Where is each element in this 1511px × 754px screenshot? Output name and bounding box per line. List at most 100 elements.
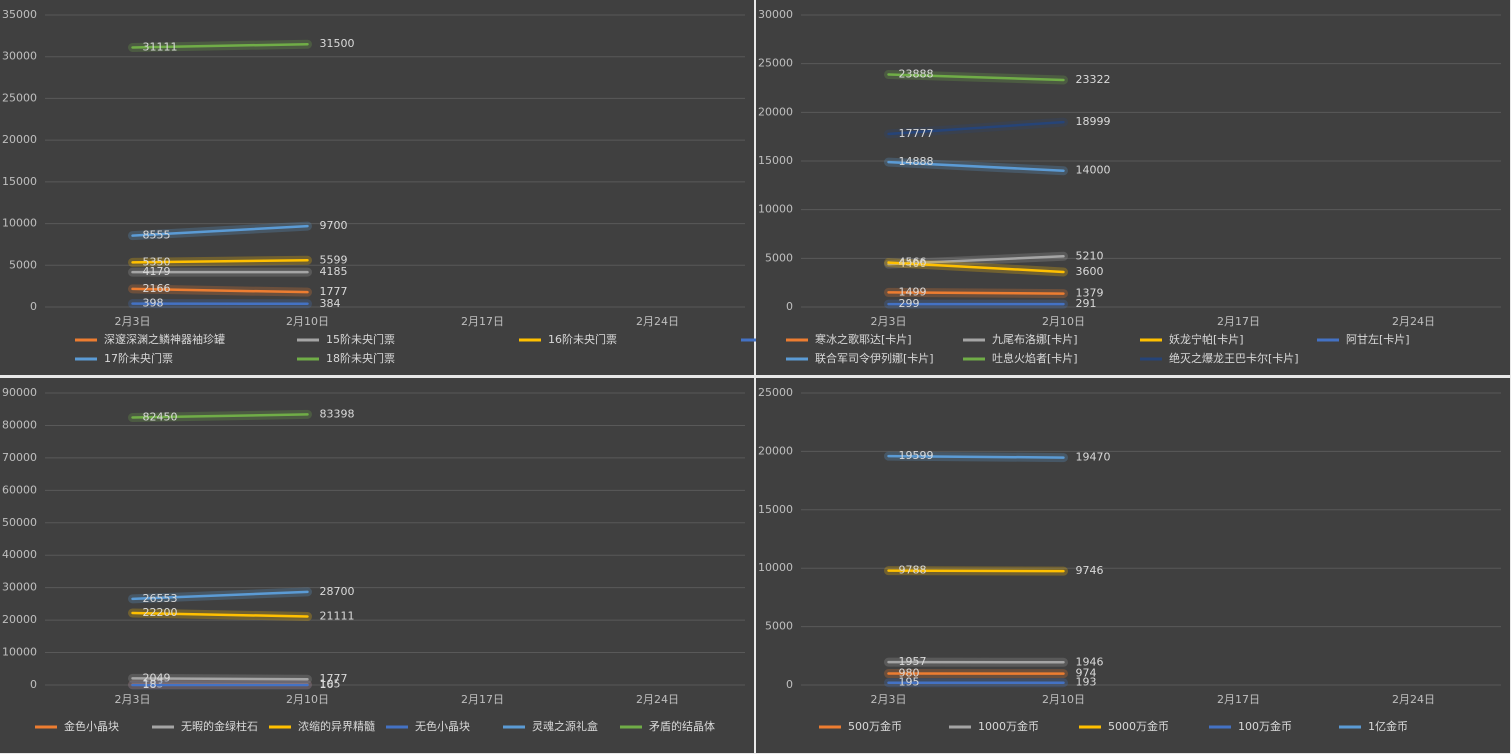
y-tick-label: 20000 — [758, 444, 793, 457]
data-label: 1946 — [1076, 655, 1104, 668]
series-line — [887, 255, 1065, 266]
legend-label: 联合军司令伊列娜[卡片] — [815, 351, 934, 365]
series-line — [887, 454, 1065, 459]
data-label: 22200 — [143, 606, 178, 619]
series-line — [131, 287, 309, 294]
series-line — [887, 73, 1065, 82]
legend-label: 金色小晶块 — [64, 719, 119, 733]
data-label: 9700 — [320, 219, 348, 232]
y-tick-label: 5000 — [765, 620, 793, 633]
panel-background — [756, 378, 1510, 753]
y-tick-label: 30000 — [2, 50, 37, 63]
series-line — [131, 413, 309, 419]
x-tick-label: 2月17日 — [1217, 315, 1260, 328]
data-label: 1499 — [899, 285, 927, 298]
data-label: 14000 — [1076, 164, 1111, 177]
series-line — [887, 261, 1065, 274]
y-tick-label: 60000 — [2, 483, 37, 496]
legend-label: 1000万金币 — [978, 719, 1039, 733]
legend-label: 16阶未央门票 — [548, 332, 617, 346]
legend-label: 100万金币 — [1238, 719, 1292, 733]
y-tick-label: 80000 — [2, 418, 37, 431]
legend-label: 1亿金币 — [1368, 719, 1408, 733]
y-tick-label: 0 — [30, 300, 37, 313]
chart-panel: 0 5000 10000 15000 20000 25000 30000 2月3日 2月10日 2… — [756, 0, 1510, 375]
data-label: 26553 — [143, 592, 178, 605]
y-tick-label: 25000 — [758, 57, 793, 70]
series-line — [887, 160, 1065, 172]
legend-label: 阿甘左[卡片] — [1346, 333, 1410, 346]
x-tick-label: 2月3日 — [871, 693, 907, 706]
data-label: 23888 — [899, 67, 934, 80]
series-line — [131, 42, 309, 49]
legend-label: 浓缩的异界精髓 — [298, 719, 375, 733]
data-label: 291 — [1076, 297, 1097, 310]
legend-label: 无暇的金绿柱石 — [181, 719, 258, 733]
series-line — [887, 120, 1065, 136]
data-label: 2049 — [143, 671, 171, 684]
series-line — [131, 259, 309, 264]
legend-label: 18阶未央门票 — [326, 351, 395, 365]
panel-background — [0, 378, 754, 753]
data-label: 16 — [320, 678, 334, 691]
data-label: 299 — [899, 297, 920, 310]
data-label: 384 — [320, 297, 341, 310]
data-label: 1777 — [320, 672, 348, 685]
y-tick-label: 40000 — [2, 548, 37, 561]
y-tick-label: 30000 — [758, 8, 793, 21]
data-label: 28700 — [320, 585, 355, 598]
x-tick-label: 2月3日 — [115, 315, 151, 328]
x-tick-label: 2月17日 — [461, 693, 504, 706]
panel-background — [0, 0, 754, 375]
data-label: 14888 — [899, 155, 934, 168]
data-label: 193 — [1076, 676, 1097, 689]
x-tick-label: 2月10日 — [286, 315, 329, 328]
data-label: 19470 — [1076, 451, 1111, 464]
data-label: 8555 — [143, 229, 171, 242]
y-tick-label: 25000 — [758, 386, 793, 399]
data-label: 17777 — [899, 127, 934, 140]
y-tick-label: 50000 — [2, 516, 37, 529]
data-label: 5599 — [320, 253, 348, 266]
data-label: 2166 — [143, 282, 171, 295]
data-label: 19599 — [899, 449, 934, 462]
legend-label: 深邃深渊之鳞神器袖珍罐 — [104, 332, 225, 346]
panel-background — [756, 0, 1510, 375]
data-label: 31500 — [320, 37, 355, 50]
data-label: 31111 — [143, 40, 178, 53]
legend-label: 15阶未央门票 — [326, 332, 395, 346]
series-line — [131, 224, 309, 237]
legend-label: 绝灭之爆龙王巴卡尔[卡片] — [1169, 351, 1299, 365]
x-tick-label: 2月24日 — [1392, 693, 1435, 706]
legend-label: 5000万金币 — [1108, 719, 1169, 733]
series-line — [131, 611, 309, 618]
data-label: 4185 — [320, 265, 348, 278]
data-label: 9788 — [899, 564, 927, 577]
y-tick-label: 90000 — [2, 386, 37, 399]
data-label: 21111 — [320, 610, 355, 623]
data-label: 398 — [143, 297, 164, 310]
y-tick-label: 20000 — [758, 105, 793, 118]
legend-label: 无色小晶块 — [415, 719, 470, 733]
data-label: 5210 — [1076, 249, 1104, 262]
data-label: 1957 — [899, 655, 927, 668]
legend-label: 灵魂之源礼盒 — [532, 719, 598, 733]
data-label: 4566 — [899, 256, 927, 269]
y-tick-label: 5000 — [9, 258, 37, 271]
series-line — [131, 590, 309, 601]
x-tick-label: 2月3日 — [115, 693, 151, 706]
series-line — [131, 677, 309, 681]
x-tick-label: 2月17日 — [461, 315, 504, 328]
data-label: 18 — [143, 678, 157, 691]
x-tick-label: 2月3日 — [871, 315, 907, 328]
legend-label: 寒冰之歌耶达[卡片] — [815, 332, 912, 346]
data-label: 18999 — [1076, 115, 1111, 128]
chart-panel: 0 5000 10000 15000 20000 25000 30000 35000 2月3日 2… — [0, 0, 903, 375]
data-label: 23322 — [1076, 73, 1111, 86]
y-tick-label: 10000 — [758, 203, 793, 216]
y-tick-label: 20000 — [2, 613, 37, 626]
y-tick-label: 15000 — [758, 154, 793, 167]
legend-label: 17阶未央门票 — [104, 351, 173, 365]
x-tick-label: 2月17日 — [1217, 693, 1260, 706]
